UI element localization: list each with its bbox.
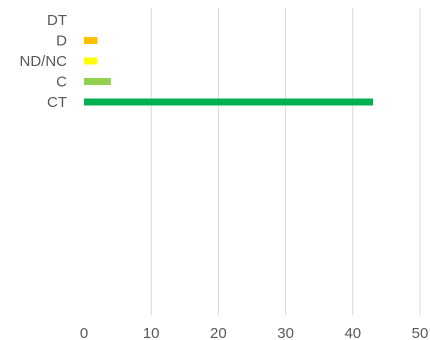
x-tick-label-20: 20 [210,325,227,340]
category-label-d: D [56,33,67,50]
bar-ct [84,98,373,106]
x-tick-label-30: 30 [277,325,294,340]
x-tick-label-10: 10 [143,325,160,340]
category-label-nd-nc: ND/NC [20,53,68,70]
bar-nd-nc [84,57,98,65]
x-axis-tick-labels: 0 10 20 30 40 50 [80,325,429,340]
category-labels: DT D ND/NC C CT [20,12,68,111]
bars [84,37,373,106]
x-tick-label-40: 40 [344,325,361,340]
x-tick-label-50: 50 [412,325,429,340]
x-tick-label-0: 0 [80,325,88,340]
category-label-ct: CT [47,94,67,111]
bar-c [84,78,111,85]
bar-d [84,37,98,44]
category-label-dt: DT [47,12,67,29]
gridlines [150,8,421,315]
category-label-c: C [56,74,67,91]
